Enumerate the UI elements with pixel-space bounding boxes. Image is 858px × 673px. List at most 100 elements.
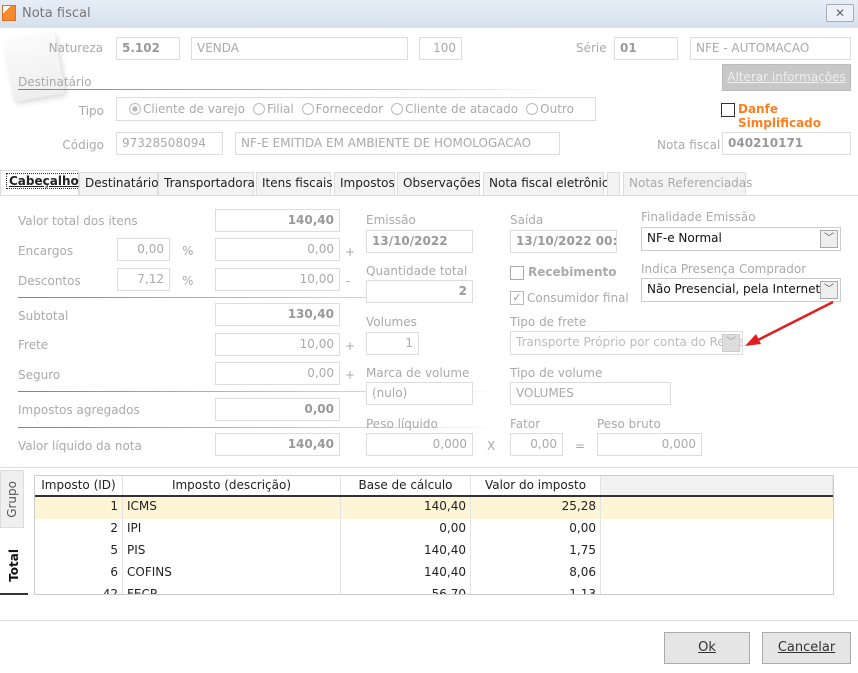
column-header-descricao[interactable]: Imposto (descrição): [123, 476, 341, 495]
danfe-checkbox[interactable]: [721, 103, 735, 117]
recebimento-checkbox[interactable]: [510, 266, 524, 280]
peso-liquido-label: Peso líquido: [366, 417, 438, 431]
presenca-select[interactable]: Não Presencial, pela Internet ﹀: [641, 278, 841, 302]
section-divider: [18, 89, 560, 90]
tab-impostos[interactable]: Impostos: [334, 172, 395, 195]
peso-liquido-field[interactable]: 0,000: [366, 433, 473, 456]
minus-sign: -: [346, 274, 351, 288]
cancel-button[interactable]: Cancelar: [762, 632, 851, 664]
codigo-field[interactable]: 97328508094: [116, 132, 223, 155]
column-header-valor[interactable]: Valor do imposto: [471, 476, 601, 495]
tab-cabecalho[interactable]: Cabeçalho: [0, 170, 82, 195]
subtotal-field[interactable]: 130,40: [215, 303, 340, 326]
volumes-field[interactable]: 1: [366, 332, 419, 355]
encargos-value-field[interactable]: 0,00: [215, 238, 340, 261]
peso-bruto-field[interactable]: 0,000: [597, 433, 702, 456]
marca-volume-label: Marca de volume: [366, 366, 470, 380]
quantidade-total-label: Quantidade total: [366, 264, 468, 278]
close-icon[interactable]: ✕: [826, 4, 854, 22]
grid-header: Imposto (ID) Imposto (descrição) Base de…: [35, 476, 833, 497]
chevron-down-icon[interactable]: ﹀: [820, 230, 838, 248]
nota-fiscal-field[interactable]: 040210171: [722, 132, 851, 155]
table-row[interactable]: 5 PIS 140,40 1,75: [35, 541, 833, 563]
radio-cliente-atacado[interactable]: Cliente de atacado: [391, 102, 518, 116]
radio-outro[interactable]: Outro: [526, 102, 574, 116]
table-row[interactable]: 6 COFINS 140,40 8,06: [35, 563, 833, 585]
consumidor-final-checkbox[interactable]: ✓: [510, 291, 524, 305]
radio-fornecedor[interactable]: Fornecedor: [301, 102, 383, 116]
chevron-down-icon[interactable]: ﹀: [820, 281, 838, 299]
finalidade-label: Finalidade Emissão: [641, 210, 756, 224]
table-row[interactable]: 2 IPI 0,00 0,00: [35, 519, 833, 541]
tab-blank[interactable]: [607, 172, 620, 195]
plus-sign: +: [345, 339, 356, 353]
impostos-agregados-label: Impostos agregados: [18, 403, 140, 417]
valor-total-label: Valor total dos itens: [18, 214, 138, 228]
natureza-code-field[interactable]: 5.102: [116, 37, 180, 60]
tipo-radio-group: Cliente de varejo Filial Fornecedor Clie…: [116, 97, 596, 121]
divider: [18, 297, 498, 298]
divider: [18, 391, 498, 392]
radio-cliente-varejo[interactable]: Cliente de varejo: [129, 102, 245, 116]
side-tab-total[interactable]: Total: [0, 538, 28, 595]
tipo-frete-label: Tipo de frete: [510, 315, 587, 329]
peso-bruto-label: Peso bruto: [597, 417, 661, 431]
table-row[interactable]: 42 FECP 56,70 1,13: [35, 585, 833, 594]
codigo-label: Código: [62, 138, 104, 152]
quantidade-total-field[interactable]: 2: [366, 280, 473, 303]
fator-label: Fator: [510, 417, 541, 431]
impostos-agregados-field[interactable]: 0,00: [215, 398, 340, 421]
plus-sign: +: [345, 245, 356, 259]
tab-notas-referenciadas[interactable]: Notas Referenciadas: [623, 172, 752, 195]
seguro-field[interactable]: 0,00: [215, 362, 340, 385]
tab-itens-fiscais[interactable]: Itens fiscais: [256, 172, 333, 195]
tab-observacoes[interactable]: Observações: [397, 172, 481, 195]
emissao-label: Emissão: [366, 213, 416, 227]
valor-total-field[interactable]: 140,40: [215, 209, 340, 232]
column-header-id[interactable]: Imposto (ID): [35, 476, 123, 495]
alterar-informacoes-button[interactable]: Alterar informações: [722, 64, 851, 91]
encargos-pct-field[interactable]: 0,00: [117, 238, 170, 261]
marca-volume-field[interactable]: (nulo): [366, 382, 473, 405]
tab-nota-fiscal-eletronica[interactable]: Nota fiscal eletrônica: [483, 172, 616, 195]
divider: [18, 427, 498, 428]
table-row[interactable]: 1 ICMS 140,40 25,28: [35, 497, 833, 519]
impostos-grid: Imposto (ID) Imposto (descrição) Base de…: [34, 475, 834, 595]
descontos-value-field[interactable]: 10,00: [215, 268, 340, 291]
codigo-desc-field[interactable]: NF-E EMITIDA EM AMBIENTE DE HOMOLOGACAO: [235, 132, 560, 155]
seguro-label: Seguro: [18, 368, 61, 382]
column-header-base[interactable]: Base de cálculo: [341, 476, 471, 495]
plus-sign: +: [345, 368, 356, 382]
valor-liquido-label: Valor líquido da nota: [18, 439, 142, 453]
presenca-label: Indica Presença Comprador: [641, 262, 807, 276]
frete-field[interactable]: 10,00: [215, 333, 340, 356]
serie-code-field[interactable]: 01: [614, 37, 678, 60]
volumes-label: Volumes: [366, 315, 417, 329]
valor-liquido-field[interactable]: 140,40: [215, 433, 340, 456]
tipo-label: Tipo: [78, 104, 104, 118]
radio-filial[interactable]: Filial: [252, 102, 294, 116]
emissao-field[interactable]: 13/10/2022: [366, 230, 473, 253]
side-tab-grupo[interactable]: Grupo: [0, 470, 24, 528]
tab-transportadora[interactable]: Transportadora: [158, 172, 255, 195]
tab-strip-line: [0, 195, 858, 196]
tab-destinatario[interactable]: Destinatário: [79, 172, 159, 195]
equals-sign: =: [575, 439, 586, 453]
encargos-label: Encargos: [18, 244, 74, 258]
danfe-label: Danfe Simplificado: [738, 102, 822, 130]
chevron-down-icon[interactable]: ﹀: [722, 334, 740, 352]
tipo-frete-select[interactable]: Transporte Próprio por conta do Remete ﹀: [510, 331, 743, 355]
natureza-num-field[interactable]: 100: [419, 37, 462, 60]
saida-field[interactable]: 13/10/2022 00:0: [510, 230, 617, 253]
serie-desc-field[interactable]: NFE - AUTOMACAO: [690, 37, 851, 60]
tipo-volume-field[interactable]: VOLUMES: [510, 382, 671, 405]
frete-label: Frete: [18, 338, 49, 352]
ok-button[interactable]: Ok: [664, 632, 750, 664]
app-icon: [2, 5, 16, 21]
subtotal-label: Subtotal: [18, 309, 69, 323]
natureza-desc-field[interactable]: VENDA: [191, 37, 408, 60]
fator-field[interactable]: 0,00: [510, 433, 563, 456]
finalidade-select[interactable]: NF-e Normal ﹀: [641, 227, 841, 251]
tipo-volume-label: Tipo de volume: [510, 366, 603, 380]
descontos-pct-field[interactable]: 7,12: [117, 268, 170, 291]
